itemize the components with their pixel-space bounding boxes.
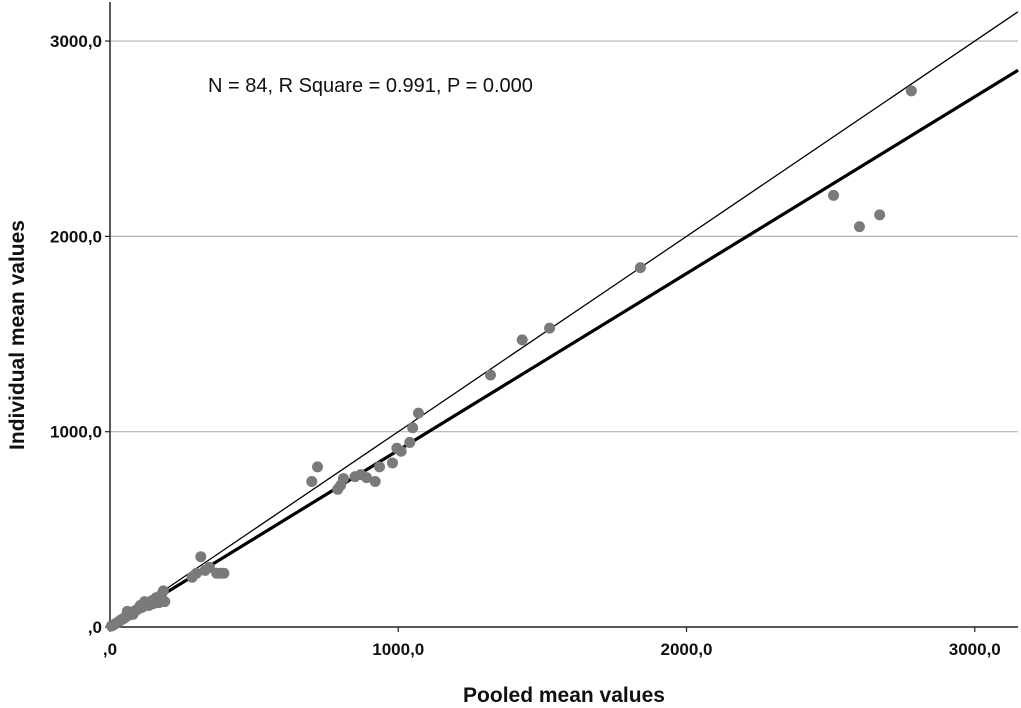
data-point-37 bbox=[195, 551, 207, 563]
data-point-57 bbox=[407, 422, 419, 434]
data-point-43 bbox=[306, 475, 318, 487]
y-tick-label-3: 3000,0 bbox=[50, 32, 102, 51]
tick-labels: ,0 1000,0 2000,0 3000,0 ,0 1000,0 2000,0 3000,0 bbox=[50, 32, 1001, 659]
data-point-34 bbox=[159, 596, 171, 608]
data-point-36 bbox=[190, 567, 202, 579]
x-tick-label-3: 3000,0 bbox=[949, 640, 1001, 659]
data-point-55 bbox=[395, 445, 407, 457]
data-point-42 bbox=[218, 567, 230, 579]
data-point-61 bbox=[544, 322, 556, 334]
data-point-64 bbox=[853, 221, 865, 233]
y-tick-label-1: 1000,0 bbox=[50, 423, 102, 442]
x-axis-title: Pooled mean values bbox=[463, 684, 665, 707]
data-point-50 bbox=[361, 472, 373, 484]
data-point-63 bbox=[828, 189, 840, 201]
data-point-58 bbox=[412, 407, 424, 419]
reference-lines bbox=[109, 11, 1019, 629]
x-tick-label-1: 1000,0 bbox=[372, 640, 424, 659]
data-point-65 bbox=[874, 209, 886, 221]
data-point-44 bbox=[312, 461, 324, 473]
data-point-47 bbox=[337, 473, 349, 485]
fit-statistics-annotation: N = 84, R Square = 0.991, P = 0.000 bbox=[208, 75, 533, 97]
fit-line bbox=[109, 68, 1019, 629]
data-point-52 bbox=[374, 461, 386, 473]
x-tick-label-2: 2000,0 bbox=[661, 640, 713, 659]
data-point-33 bbox=[157, 585, 169, 597]
x-tick-label-0: ,0 bbox=[103, 640, 117, 659]
data-point-59 bbox=[484, 369, 496, 381]
data-point-56 bbox=[404, 436, 416, 448]
y-tick-label-2: 2000,0 bbox=[50, 227, 102, 246]
y-tick-label-0: ,0 bbox=[88, 618, 102, 637]
data-point-62 bbox=[634, 262, 646, 274]
identity-line bbox=[109, 11, 1019, 628]
axes bbox=[105, 2, 1018, 632]
data-point-66 bbox=[905, 85, 917, 97]
data-point-60 bbox=[516, 334, 528, 346]
data-points bbox=[105, 85, 917, 632]
grid-lines bbox=[110, 40, 1018, 433]
data-point-51 bbox=[369, 475, 381, 487]
data-point-53 bbox=[386, 457, 398, 469]
y-axis-title: Individual mean values bbox=[6, 220, 29, 450]
